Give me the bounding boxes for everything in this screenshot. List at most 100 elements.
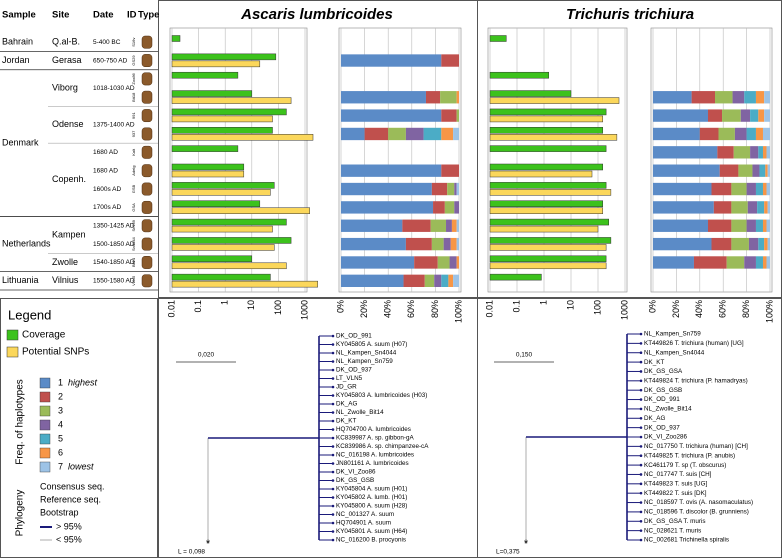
leaf-label: DK_OD_937 — [644, 424, 680, 431]
legend-note: highest — [68, 377, 98, 387]
stack-segment — [364, 127, 389, 141]
legend-swatch — [39, 391, 51, 403]
stack-segment — [431, 237, 444, 251]
date: 1600s AD — [93, 186, 121, 193]
bar — [171, 90, 253, 97]
stack-segment — [454, 201, 459, 214]
leaf-dot — [639, 388, 643, 392]
leaf-label: DK_KT — [644, 359, 664, 366]
bar — [489, 182, 607, 189]
legend-label: 7 — [58, 461, 63, 471]
bar — [489, 134, 618, 141]
stack-segment — [722, 109, 741, 122]
stack-segment — [734, 127, 747, 141]
stack-segment — [746, 127, 756, 141]
bar — [171, 145, 239, 152]
leaf-dot — [639, 407, 643, 411]
legend-label: Potential SNPs — [22, 347, 89, 358]
stack-segment — [707, 109, 723, 122]
leaf-dot — [331, 402, 335, 406]
legend-swatch — [39, 461, 51, 473]
legend-title: Legend — [8, 307, 51, 322]
legend-haplotypes: Freq. of haplotypes — [15, 379, 26, 465]
leaf-dot — [331, 470, 335, 474]
legend-label: 4 — [58, 419, 63, 429]
x-tick-label: 0% — [647, 300, 657, 313]
stack-segment — [433, 201, 445, 214]
bar — [171, 273, 271, 281]
country: Netherlands — [2, 238, 51, 248]
leaf-label: KY045803 A. lumbricoides (H03) — [336, 392, 427, 399]
stack-segment — [758, 237, 765, 251]
type-icon — [141, 145, 153, 159]
x-tick-label: 1000 — [299, 300, 309, 320]
stack-segment — [341, 237, 406, 251]
legend-label: 5 — [58, 433, 63, 443]
leaf-label: DK_OD_991 — [644, 396, 680, 403]
leaf-label: DK_AG — [336, 401, 357, 408]
bar — [171, 35, 181, 42]
x-tick-label: 1000 — [619, 300, 629, 320]
leaf-dot — [639, 463, 643, 467]
bar — [171, 207, 310, 214]
bar — [489, 170, 593, 178]
plot-area — [650, 27, 773, 293]
legend-swatch — [39, 419, 51, 431]
leaf-label: NC_001327 A. suum — [336, 511, 394, 518]
bar — [489, 71, 550, 79]
leaf-label: NL_Kampen_Sn4044 — [644, 349, 705, 356]
leaf-label: NL_Zwolle_Bit14 — [644, 406, 692, 413]
site: Vilnius — [52, 275, 79, 285]
legend-swatch — [39, 447, 51, 459]
bar — [171, 115, 273, 123]
stack-segment — [762, 127, 770, 141]
sample-id: GSB — [131, 184, 136, 193]
stack-segment — [341, 256, 415, 269]
leaf-label: KC839986 A. sp. chimpanzee-cA — [336, 443, 429, 450]
stack-segment — [755, 182, 763, 196]
leaf-label: NC_028621 T. muris — [644, 527, 701, 534]
bar — [489, 207, 604, 214]
stack-segment — [454, 182, 457, 196]
type-icon — [141, 54, 153, 67]
leaf-label: KT449826 T. trichiura (human) [UG] — [644, 340, 744, 347]
leaf-label: HQ704901 A. suum — [336, 520, 391, 527]
sample-id: GSA — [131, 203, 136, 212]
type-icon — [141, 274, 153, 288]
bar — [171, 108, 287, 116]
x-tick-label: 1 — [538, 300, 548, 305]
chart-title: Ascaris lumbricoides — [240, 6, 393, 23]
stack-segment — [446, 219, 452, 232]
stack-segment — [758, 109, 765, 122]
stack-segment — [731, 219, 747, 232]
stack-segment — [755, 256, 763, 269]
type-icon — [141, 182, 153, 196]
x-tick-label: 20% — [359, 300, 369, 318]
leaf-label: NL_Zwolle_Bit14 — [336, 409, 384, 416]
stack-segment — [388, 127, 406, 141]
stack-segment — [731, 201, 748, 214]
leaf-label: KY045804 A. suum (H01) — [336, 486, 407, 493]
leaf-dot — [331, 343, 335, 346]
stack-segment — [441, 164, 459, 177]
country: Jordan — [2, 55, 30, 65]
stack-segment — [693, 256, 727, 269]
leaf-label: DK_OD_991 — [336, 333, 372, 340]
leaf-label: DK_OD_937 — [336, 367, 372, 374]
date: 1680 AD — [93, 149, 118, 156]
stack-segment — [440, 91, 457, 104]
bar — [489, 163, 604, 171]
bar — [489, 90, 572, 97]
bar — [489, 200, 604, 207]
root-marker: * — [206, 538, 211, 550]
sample-id: Sn4044 — [131, 236, 136, 251]
stack-segment — [341, 91, 426, 104]
x-tick-label: 1 — [220, 300, 230, 305]
leaf-label: KT449823 T. suis [UG] — [644, 480, 707, 487]
stack-segment — [755, 219, 763, 232]
stack-segment — [715, 91, 733, 104]
site: Viborg — [52, 82, 78, 92]
stack-segment — [451, 219, 457, 232]
stack-segment — [444, 201, 455, 214]
legend-swatch — [6, 346, 19, 358]
